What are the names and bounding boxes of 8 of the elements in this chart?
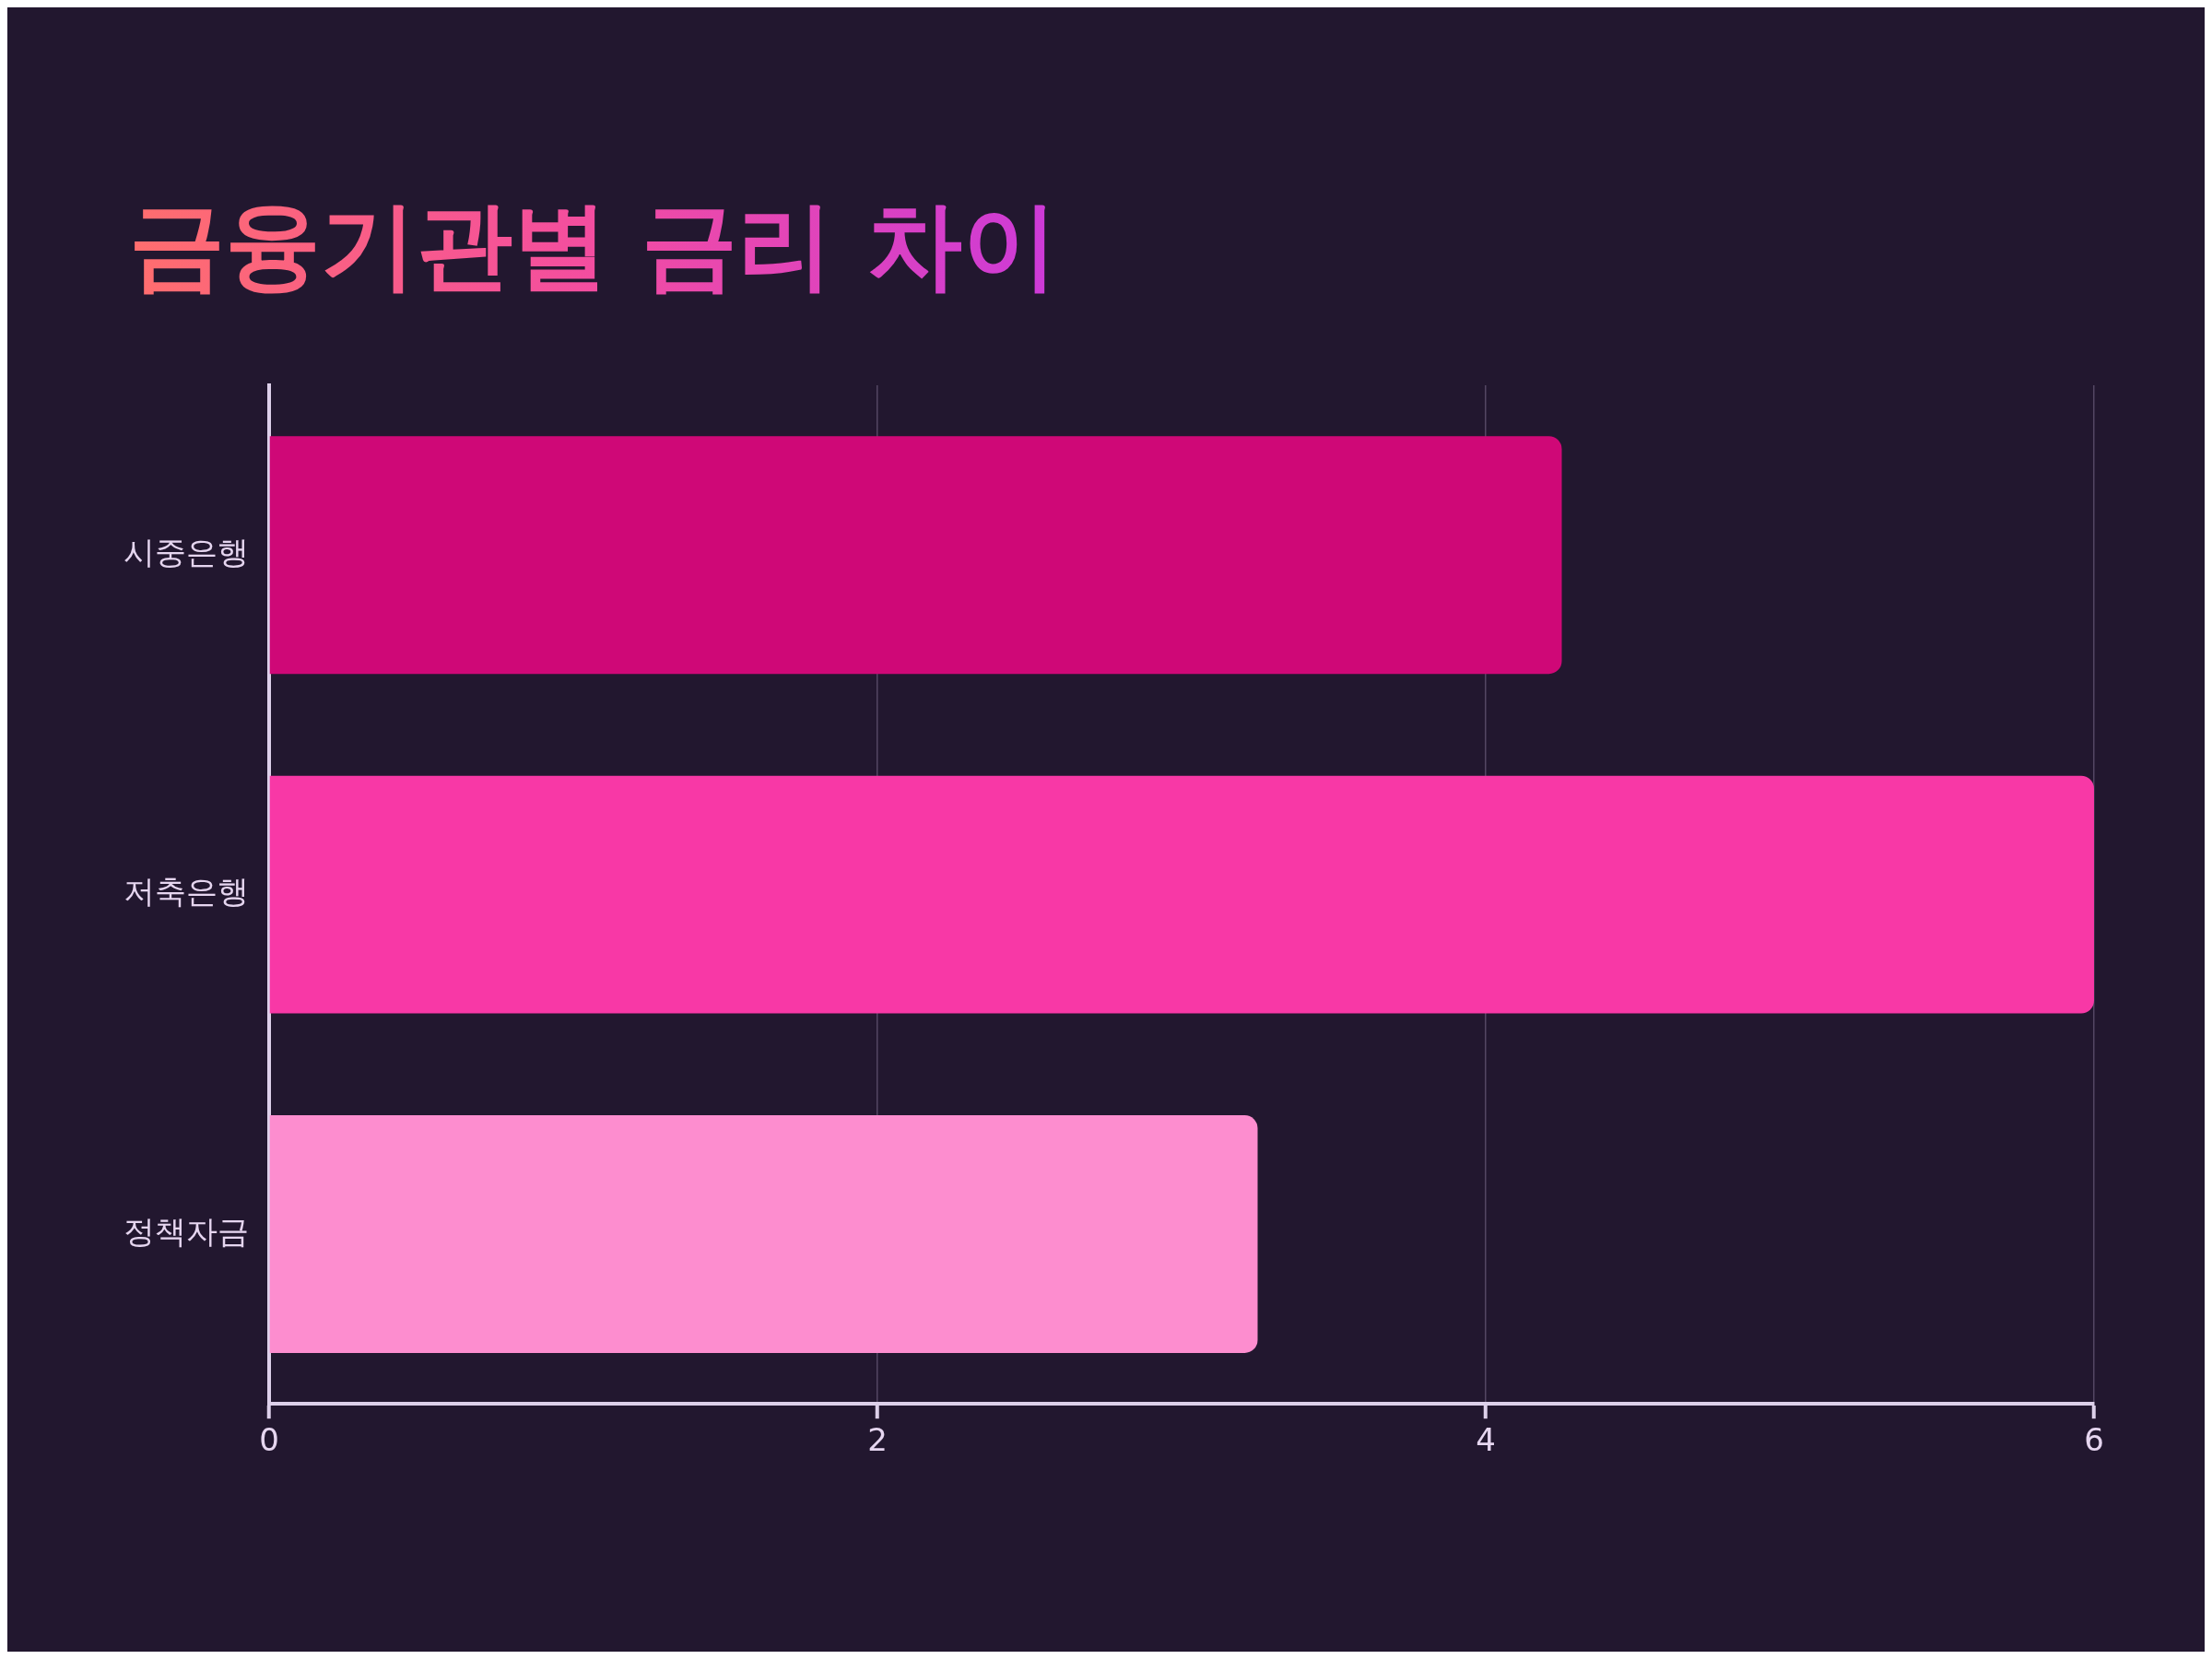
y-tick-label: 정책자금	[124, 1212, 249, 1250]
x-tick-label: 6	[2084, 1421, 2104, 1459]
y-tick-label: 시중은행	[124, 534, 249, 571]
x-tick-label: 4	[1476, 1421, 1496, 1459]
x-tick-label: 0	[259, 1421, 279, 1459]
chart-title: 금융기관별 금리 차이	[129, 182, 1059, 312]
y-tick-label: 저축은행	[124, 873, 249, 911]
x-tick-label: 2	[867, 1421, 888, 1459]
